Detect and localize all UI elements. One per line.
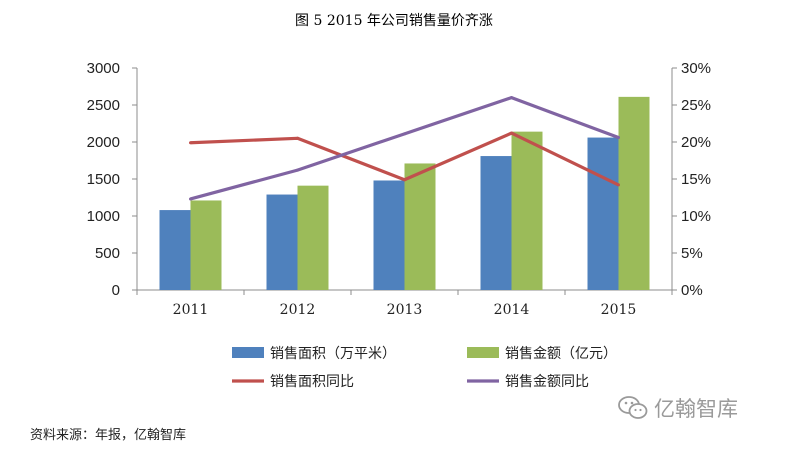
y-left-tick-label: 500 (95, 245, 120, 262)
line-point-2-3 (510, 131, 513, 135)
line-point-2-4 (617, 183, 620, 187)
line-point-3-1 (296, 168, 299, 172)
bar-area-2012 (266, 194, 298, 290)
source-note: 资料来源：年报，亿翰智库 (30, 428, 187, 443)
bar-area-2014 (480, 156, 512, 290)
bar-amount-2011 (190, 200, 222, 290)
watermark-text: 亿翰智库 (654, 397, 738, 421)
y-left-tick-label: 2500 (87, 97, 120, 114)
watermark: 亿翰智库 (618, 393, 738, 423)
bar-amount-2015 (618, 96, 650, 290)
bar-amount-2014 (511, 131, 543, 290)
x-tick-label: 2011 (173, 302, 209, 318)
y-right-tick-label: 15% (681, 171, 711, 188)
legend-swatch-1 (467, 347, 499, 358)
line-point-2-0 (189, 141, 192, 145)
line-point-2-1 (296, 136, 299, 140)
line-point-3-2 (403, 132, 406, 136)
y-left-tick-label: 1000 (87, 208, 120, 225)
y-left-tick-label: 3000 (87, 60, 120, 77)
bar-amount-2012 (297, 185, 329, 290)
y-right-tick-label: 5% (681, 245, 703, 262)
legend-swatch-0 (232, 347, 264, 358)
y-left-tick-label: 1500 (87, 171, 120, 188)
wechat-icon (618, 396, 648, 419)
bar-amount-2013 (404, 163, 436, 290)
y-left-tick-label: 2000 (87, 134, 120, 151)
x-tick-label: 2015 (601, 302, 637, 318)
legend: 销售面积（万平米） 销售金额（亿元） 销售面积同比 销售金额同比 (232, 346, 617, 390)
y-right-tick-label: 0% (681, 282, 703, 299)
legend-label-3: 销售金额同比 (505, 374, 589, 390)
legend-label-0: 销售面积（万平米） (270, 346, 396, 362)
bar-area-2011 (159, 210, 191, 290)
chart-title: 图 5 2015 年公司销售量价齐涨 (295, 13, 493, 29)
x-tick-label: 2014 (494, 302, 530, 318)
plot-area: 0 500 1000 1500 2000 2500 3000 0% 5% 10% 15% 20% 25%… (87, 60, 711, 318)
line-point-2-2 (403, 178, 406, 182)
line-point-3-0 (189, 197, 192, 201)
bar-area-2015 (587, 137, 619, 290)
legend-label-1: 销售金额（亿元） (505, 346, 617, 362)
bar-area-2013 (373, 180, 405, 290)
y-right-tick-label: 10% (681, 208, 711, 225)
y-left-tick-label: 0 (112, 282, 120, 299)
y-right-tick-label: 25% (681, 97, 711, 114)
y-right-tick-label: 20% (681, 134, 711, 151)
legend-label-2: 销售面积同比 (270, 374, 354, 390)
line-point-3-3 (510, 96, 513, 100)
y-right-tick-label: 30% (681, 60, 711, 77)
line-point-3-4 (617, 136, 620, 140)
x-tick-label: 2013 (387, 302, 423, 318)
x-tick-label: 2012 (280, 302, 316, 318)
